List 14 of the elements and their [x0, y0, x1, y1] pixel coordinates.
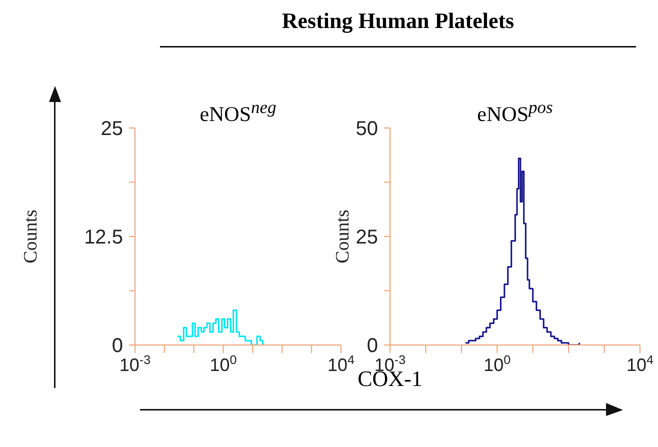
- x-tick-label: 10$^{0}$: [210, 353, 237, 375]
- chart-subtitle: eNOS$^{pos}$: [476, 97, 554, 127]
- x-tick-label: 10$^{4}$: [626, 353, 654, 375]
- y-axis-title: Counts: [332, 210, 354, 264]
- y-tick-label: 25: [356, 226, 378, 248]
- y-tick-label: 25: [100, 118, 123, 140]
- y-tick-label: 12.5: [84, 226, 123, 248]
- y-axis-title: Counts: [20, 210, 42, 264]
- y-tick-label: 0: [366, 335, 378, 357]
- text: Resting Human Platelets: [280, 8, 516, 34]
- y-tick-label: 50: [356, 118, 378, 140]
- x-tick-label: 10$^{0}$: [484, 353, 511, 375]
- x-tick-label: 10$^{4}$: [327, 353, 355, 375]
- chart-subtitle: eNOS$^{neg}$: [198, 97, 278, 127]
